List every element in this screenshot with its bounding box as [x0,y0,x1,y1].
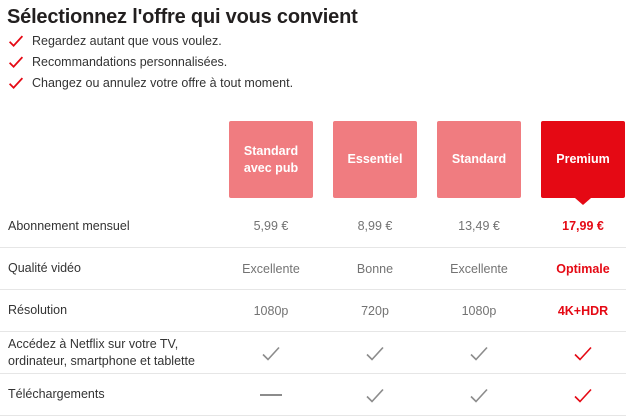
resolution-cell: 720p [361,303,389,318]
check-icon [8,35,24,47]
plan-cards-row: Standard avec pub Essentiel Standard Pre… [0,121,626,198]
row-label: Qualité vidéo [8,261,81,276]
plan-cards-spacer [0,121,219,198]
row-label: Abonnement mensuel [8,218,130,233]
table-row-downloads: Téléchargements [0,374,626,416]
quality-cell: Optimale [556,261,610,276]
check-icon [574,346,592,361]
benefit-item: Changez ou annulez votre offre à tout mo… [0,72,626,93]
plan-card-label: Standard avec pub [243,144,299,175]
resolution-cell: 4K+HDR [557,303,609,318]
row-label: Accédez à Netflix sur votre TV, ordinate… [8,336,195,368]
plan-card-label: Premium [556,152,610,167]
plan-card-label: Essentiel [347,152,403,167]
benefit-item: Recommandations personnalisées. [0,51,626,72]
dash-icon [260,393,282,396]
table-row-monthly-price: Abonnement mensuel 5,99 € 8,99 € 13,49 €… [0,205,626,248]
check-icon [470,388,488,403]
price-cell: 5,99 € [253,219,289,233]
plan-card-standard[interactable]: Standard [437,121,521,198]
benefit-item: Regardez autant que vous voulez. [0,30,626,51]
device-support-cell [531,345,626,361]
page-title: Sélectionnez l'offre qui vous convient [7,6,358,28]
quality-cell: Bonne [356,261,394,276]
resolution-cell: 1080p [461,303,497,318]
check-icon [8,77,24,89]
table-row-devices: Accédez à Netflix sur votre TV, ordinate… [0,332,626,374]
device-support-cell [427,345,531,361]
table-row-resolution: Résolution 1080p 720p 1080p 4K+HDR [0,290,626,332]
plan-card-label: Standard [451,152,507,167]
quality-cell: Excellente [242,261,300,276]
downloads-cell [219,393,323,396]
downloads-cell [323,387,427,403]
resolution-cell: 1080p [253,303,289,318]
downloads-cell [427,387,531,403]
plan-comparison-table: Abonnement mensuel 5,99 € 8,99 € 13,49 €… [0,205,626,416]
price-cell: 13,49 € [458,219,500,233]
plan-card-essentiel[interactable]: Essentiel [333,121,417,198]
check-icon [366,388,384,403]
price-cell: 17,99 € [562,219,604,233]
check-icon [262,346,280,361]
plan-card-premium[interactable]: Premium [541,121,625,198]
device-support-cell [323,345,427,361]
downloads-cell [531,387,626,403]
plan-card-standard-avec-pub[interactable]: Standard avec pub [229,121,313,198]
benefit-text: Recommandations personnalisées. [32,54,228,69]
quality-cell: Excellente [450,261,508,276]
device-support-cell [219,345,323,361]
row-label: Téléchargements [8,387,105,402]
check-icon [574,388,592,403]
check-icon [8,56,24,68]
check-icon [470,346,488,361]
benefit-text: Changez ou annulez votre offre à tout mo… [32,75,294,90]
price-cell: 8,99 € [357,219,393,233]
benefits-list: Regardez autant que vous voulez. Recomma… [0,30,626,93]
check-icon [366,346,384,361]
benefit-text: Regardez autant que vous voulez. [32,33,222,48]
row-label: Résolution [8,303,68,318]
table-row-video-quality: Qualité vidéo Excellente Bonne Excellent… [0,248,626,290]
